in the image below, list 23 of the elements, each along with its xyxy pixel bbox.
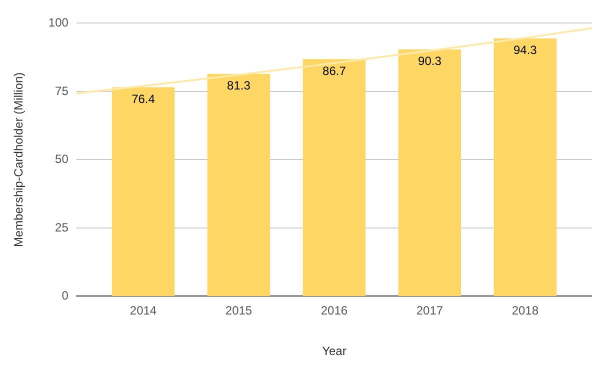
y-axis-title: Membership-Cardholder (Million) [12, 72, 26, 248]
bar [112, 87, 175, 296]
x-tick-label: 2017 [416, 304, 444, 318]
bar [494, 38, 556, 296]
data-label: 90.3 [418, 54, 442, 68]
y-tick-label: 0 [62, 288, 69, 303]
bar [207, 74, 270, 296]
data-label: 81.3 [227, 78, 251, 93]
y-tick-label: 50 [55, 152, 69, 166]
line-series [76, 27, 592, 94]
y-tick-label: 75 [55, 84, 69, 98]
x-tick-label: 2014 [130, 304, 157, 318]
y-tick-label: 100 [48, 16, 69, 30]
y-tick-label: 25 [55, 220, 69, 234]
x-axis-title: Year [322, 344, 346, 358]
bar [302, 59, 366, 296]
x-tick-label: 2016 [320, 304, 348, 318]
data-label: 86.7 [322, 64, 346, 78]
data-label: 94.3 [513, 43, 538, 58]
bar [398, 49, 462, 296]
x-tick-label: 2015 [225, 304, 252, 318]
x-tick-label: 2018 [512, 304, 539, 318]
data-label: 76.4 [132, 92, 156, 106]
